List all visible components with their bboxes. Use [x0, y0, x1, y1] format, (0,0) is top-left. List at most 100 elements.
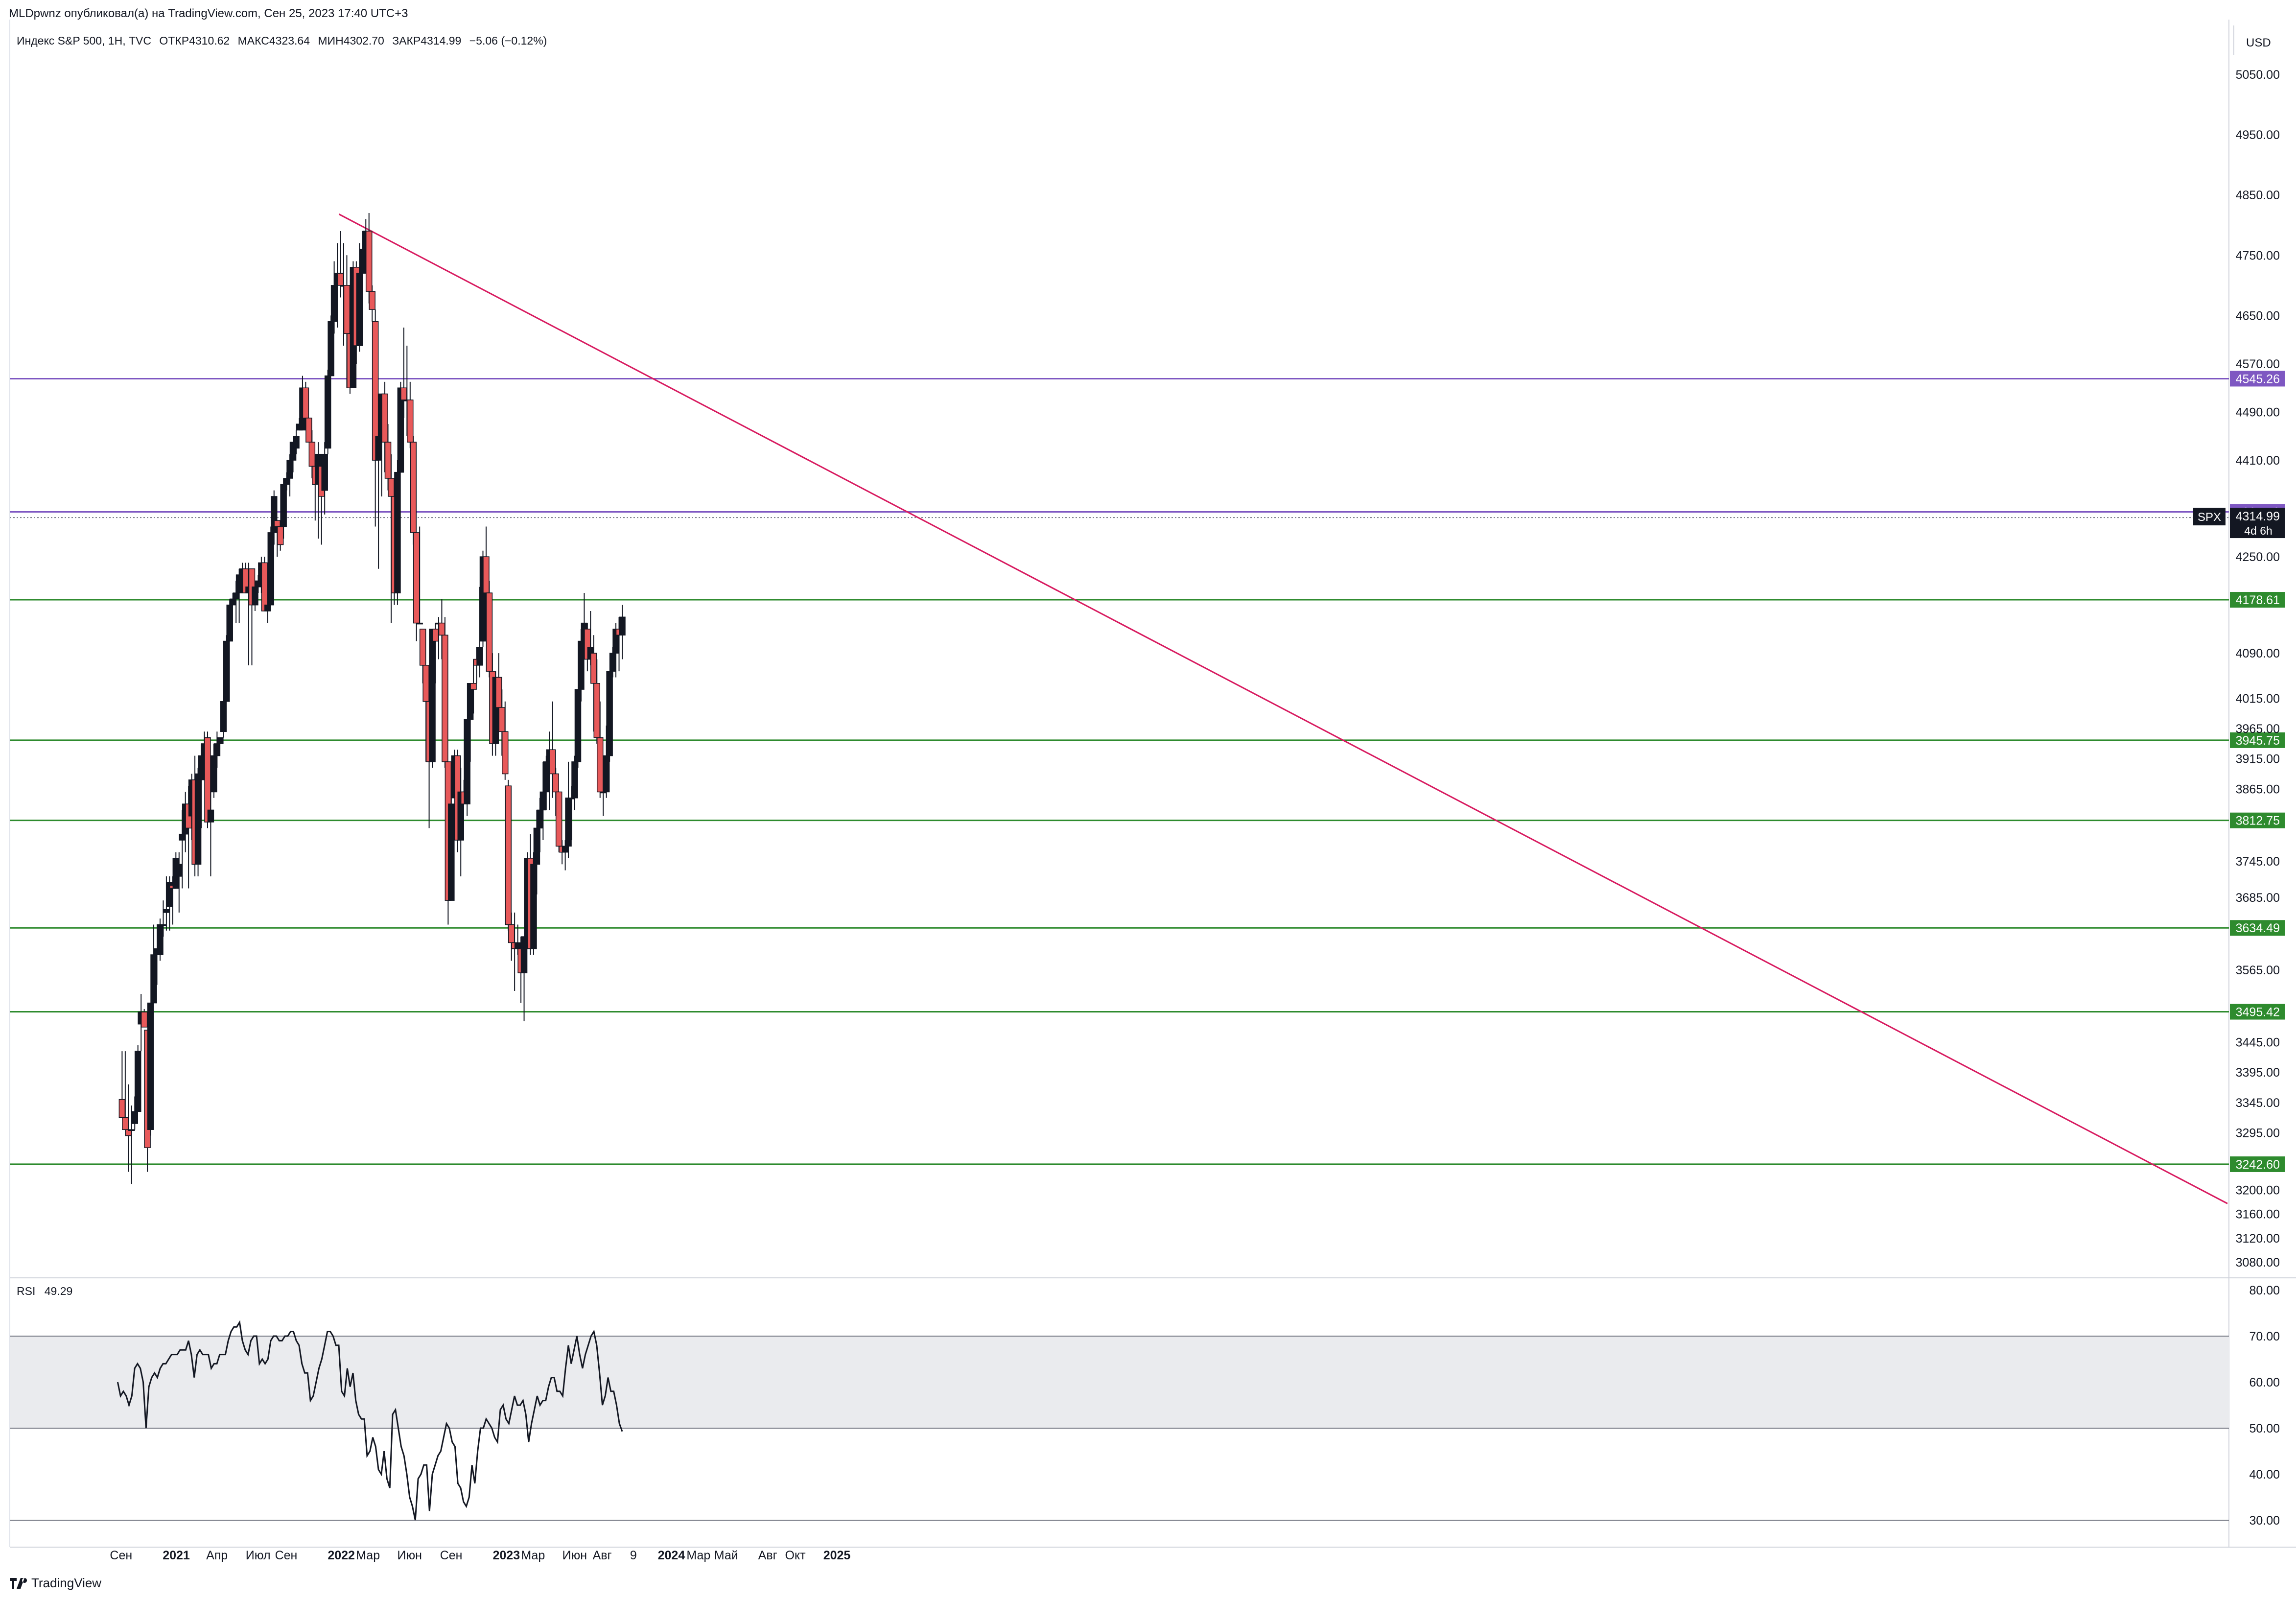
rsi-title: RSI [17, 1285, 36, 1297]
candle-bull [330, 285, 338, 322]
candle-bull [147, 1002, 154, 1130]
horizontal-level-label: 4545.26 [2236, 372, 2280, 386]
rsi-tick-label: 40.00 [2249, 1468, 2280, 1482]
price-tick-label: 4650.00 [2236, 309, 2280, 323]
candle-bear [141, 1012, 148, 1028]
candle-bear [388, 478, 395, 497]
horizontal-level-label-bg [2230, 371, 2285, 387]
price-tick-label: 3120.00 [2236, 1232, 2280, 1246]
price-tick-label: 4850.00 [2236, 188, 2280, 202]
candle-bull [530, 864, 537, 949]
price-tick-label: 4015.00 [2236, 692, 2280, 706]
candle-bear [337, 273, 344, 286]
candle-bull [163, 909, 170, 913]
horizontal-level-label: 4178.61 [2236, 593, 2280, 607]
time-tick-label: Сен [110, 1549, 132, 1562]
price-tick-label: 4750.00 [2236, 249, 2280, 262]
candle-bull [565, 798, 572, 847]
candle-bull [131, 1111, 138, 1124]
candle-bull [128, 1129, 135, 1131]
price-tick-label: 4090.00 [2236, 647, 2280, 660]
candle-bear [277, 526, 284, 545]
symbol-ohlc-legend: Индекс S&P 500, 1Н, TVC ОТКР4310.62 МАКС… [17, 34, 552, 47]
tradingview-logo: TradingView [10, 1576, 101, 1591]
time-tick-label: 2025 [823, 1549, 851, 1562]
time-tick-label: Мар [356, 1549, 380, 1562]
ohlc-low: МИН4302.70 [318, 34, 384, 47]
candle-bear [442, 635, 448, 762]
candle-bull [220, 701, 227, 732]
candle-bear [413, 532, 420, 624]
horizontal-level-label: 3945.75 [2236, 734, 2280, 748]
candle-bull [394, 471, 401, 593]
candle-bull [283, 478, 290, 485]
price-tick-label: 4570.00 [2236, 357, 2280, 371]
price-tick-label: 3915.00 [2236, 753, 2280, 766]
candle-bull [176, 864, 183, 877]
time-tick-label: 2024 [658, 1549, 685, 1562]
candle-bull [609, 653, 616, 672]
price-tick-label: 3395.00 [2236, 1066, 2280, 1080]
rsi-legend: RSI 49.29 [17, 1285, 78, 1298]
rsi-line [117, 1320, 623, 1521]
candle-bear [555, 791, 562, 847]
candle-bull [229, 598, 236, 606]
candle-bear [422, 665, 429, 702]
candle-bull [324, 375, 331, 449]
candle-bear [593, 683, 601, 738]
time-tick-label: Июн [397, 1549, 422, 1562]
candle-bear [498, 707, 506, 732]
candle-bear [508, 924, 515, 943]
candle-bull [606, 671, 613, 756]
symbol-title: Индекс S&P 500, 1Н, TVC [17, 34, 151, 47]
candle-bull [134, 1051, 141, 1112]
candle-bull [211, 755, 217, 793]
candle-bear [305, 418, 312, 443]
time-tick-label: Окт [785, 1549, 806, 1562]
symbol-badge-bg [2193, 508, 2226, 526]
time-tick-label: Сен [275, 1549, 298, 1562]
candle-bear [400, 387, 407, 400]
price-tick-label: 3865.00 [2236, 782, 2280, 796]
time-tick-label: Май [714, 1549, 738, 1562]
candle-bull [194, 773, 202, 865]
rsi-tick-label: 80.00 [2249, 1284, 2280, 1297]
candle-bear [118, 1099, 126, 1118]
rsi-tick-label: 50.00 [2249, 1422, 2280, 1435]
candle-bear [483, 556, 490, 593]
publisher-caption: MLDpwnz опубликовал(а) на TradingView.co… [9, 7, 408, 20]
candle-bull [160, 924, 167, 926]
candle-bull [235, 574, 243, 593]
candle-bear [419, 629, 426, 666]
candle-bear [407, 400, 414, 443]
candle-bull [207, 809, 214, 823]
time-tick-label: 2023 [492, 1549, 520, 1562]
candle-bull [264, 604, 271, 612]
candle-bull [213, 743, 221, 756]
candle-bull [198, 755, 205, 780]
time-tick-label: Мар [521, 1549, 545, 1562]
price-tick-label: 5050.00 [2236, 68, 2280, 82]
rsi-band-fill [10, 1336, 2229, 1428]
price-tick-label: 4410.00 [2236, 454, 2280, 468]
candle-bear [204, 737, 211, 823]
candle-bear [274, 520, 281, 527]
time-tick-label: Июн [562, 1549, 587, 1562]
candle-bull [359, 249, 366, 274]
horizontal-level-label: 3495.42 [2236, 1006, 2280, 1019]
time-tick-label: Авг [593, 1549, 612, 1562]
candle-bear [552, 773, 559, 793]
candle-bull [603, 755, 610, 793]
price-tick-label: 3080.00 [2236, 1256, 2280, 1270]
candle-bull [539, 791, 547, 811]
candle-bear [369, 291, 375, 310]
candle-bull [356, 273, 363, 346]
candle-bear [590, 653, 597, 684]
time-tick-label: 2021 [163, 1549, 190, 1562]
candle-bull [223, 640, 230, 702]
candle-bear [470, 683, 477, 690]
candle-bull [293, 436, 300, 449]
time-tick-label: Апр [206, 1549, 228, 1562]
last-price-label: 4314.99 [2236, 510, 2280, 523]
